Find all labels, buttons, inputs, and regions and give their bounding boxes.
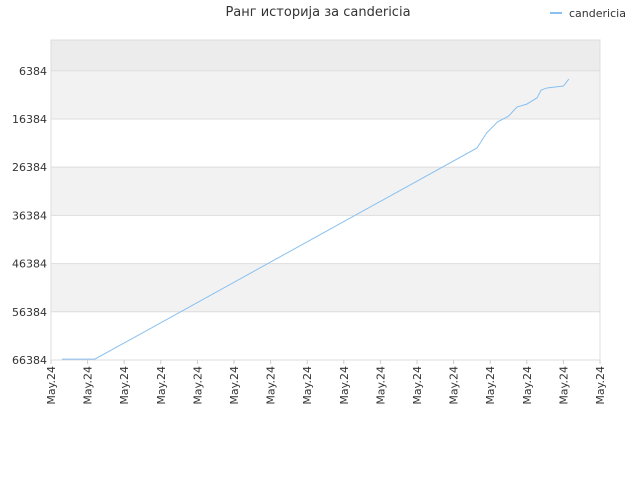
x-tick-label: May.24 (484, 366, 497, 405)
x-tick-label: May.24 (411, 366, 424, 405)
x-tick-label: May.24 (118, 366, 131, 405)
plot-band (51, 118, 600, 168)
y-tick-label: 6384 (19, 65, 47, 78)
x-tick-label: May.24 (557, 366, 570, 405)
plot-band (51, 215, 600, 264)
y-tick-label: 66384 (12, 354, 47, 367)
plot-band (51, 70, 600, 119)
x-tick-label: May.24 (301, 366, 314, 405)
x-tick-label: May.24 (265, 366, 278, 405)
x-tick-label: May.24 (594, 366, 607, 405)
plot-band (51, 40, 600, 71)
x-tick-label: May.24 (448, 366, 461, 405)
x-tick-label: May.24 (45, 366, 58, 405)
y-tick-label: 46384 (12, 258, 47, 271)
x-tick-label: May.24 (521, 366, 534, 405)
plot-band (51, 167, 600, 216)
y-tick-label: 26384 (12, 161, 47, 174)
x-tick-label: May.24 (82, 366, 95, 405)
x-tick-label: May.24 (338, 366, 351, 405)
x-tick-label: May.24 (191, 366, 204, 405)
y-tick-label: 56384 (12, 306, 47, 319)
x-tick-label: May.24 (374, 366, 387, 405)
y-tick-label: 36384 (12, 209, 47, 222)
y-tick-label: 16384 (12, 113, 47, 126)
x-tick-label: May.24 (155, 366, 168, 405)
legend-label: candericia (569, 7, 626, 20)
plot-band (51, 311, 600, 360)
data-line (61, 78, 570, 360)
plot-band (51, 263, 600, 312)
x-tick-label: May.24 (228, 366, 241, 405)
chart-title: Ранг историја за candericia (225, 5, 410, 20)
